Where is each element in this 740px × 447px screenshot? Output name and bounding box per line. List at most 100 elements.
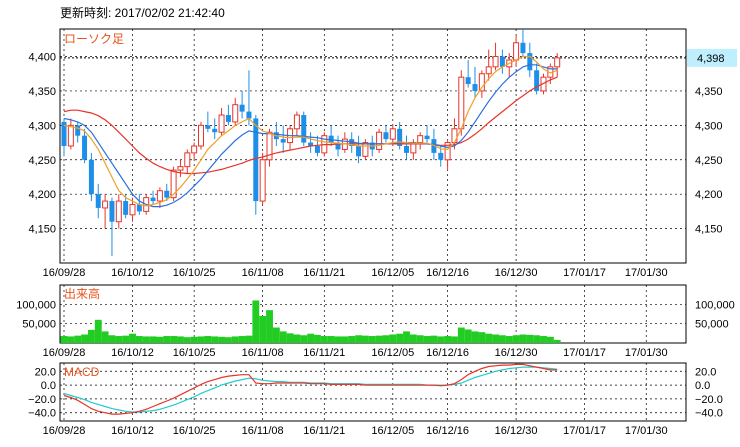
volume-bar — [327, 336, 335, 343]
volume-grid — [60, 285, 686, 343]
candle-body-up — [485, 66, 492, 75]
candle-body-up — [376, 131, 383, 150]
candle-body-down — [136, 204, 142, 212]
y-tick-label-right: 4,150 — [695, 224, 723, 236]
candle-body-down — [301, 115, 307, 143]
current-price-box — [687, 48, 737, 67]
candles — [61, 29, 561, 257]
candle-body-down — [328, 135, 334, 143]
volume-bar — [252, 300, 260, 343]
volume-bar — [389, 334, 397, 343]
x-tick-label: 16/12/05 — [371, 425, 414, 437]
volume-bar — [546, 336, 554, 343]
volume-bar — [519, 334, 527, 343]
candle-body-down — [109, 201, 115, 222]
volume-bar — [485, 333, 493, 343]
volume-bar — [375, 335, 383, 343]
volume-bar — [444, 336, 452, 343]
candle-body-down — [527, 53, 533, 71]
volume-bar — [368, 336, 376, 343]
x-tick-label: 17/01/17 — [563, 425, 606, 437]
volume-bar — [279, 331, 287, 343]
candle-body-down — [212, 128, 218, 133]
candle-body-up — [198, 124, 204, 147]
volume-bar — [471, 331, 479, 343]
candle-body-down — [205, 125, 211, 129]
volume-bar — [320, 336, 328, 343]
volume-bar — [266, 310, 273, 343]
x-tick-label: 16/12/30 — [495, 347, 538, 359]
y-tick-label-left: 4,250 — [28, 155, 56, 167]
candle-body-up — [218, 114, 225, 133]
candle-body-up — [67, 124, 74, 147]
candlestick-panel: 4,398 ローソク足 4,150 4,150 4,200 4,200 4,250 4,2… — [28, 28, 737, 279]
candle-body-down — [239, 104, 245, 112]
volume-bar — [170, 336, 178, 343]
candle-body-down — [308, 142, 314, 146]
volume-bar — [457, 327, 465, 343]
x-tick-label: 16/10/12 — [111, 347, 154, 359]
x-tick-label: 16/09/28 — [43, 425, 86, 437]
candle-body-down — [397, 128, 403, 146]
ma-short-line — [63, 55, 558, 207]
volume-bar — [197, 336, 205, 343]
x-tick-label: 16/12/30 — [495, 425, 538, 437]
x-tick-label: 16/10/12 — [111, 425, 154, 437]
candle-body-up — [451, 128, 458, 144]
ma-long-line — [63, 76, 558, 175]
candle-body-up — [293, 114, 300, 130]
volume-bar — [293, 334, 301, 343]
y-tick-label-right: 50,000 — [695, 319, 729, 331]
candle-body-down — [472, 84, 478, 91]
y-tick-label-right: 4,200 — [695, 189, 723, 201]
y-tick-label-right: 100,000 — [695, 299, 735, 311]
macd-line — [63, 363, 558, 415]
macd-frame — [59, 362, 687, 422]
y-tick-label-right: 0.0 — [695, 380, 710, 392]
x-tick-label: 16/11/08 — [242, 425, 284, 437]
candle-body-up — [492, 56, 499, 68]
volume-bar — [190, 336, 198, 343]
volume-bar — [553, 339, 561, 343]
y-tick-label-left: 4,300 — [28, 120, 56, 132]
candlestick-title: ローソク足 — [64, 32, 124, 46]
candle-body-up — [156, 190, 163, 202]
volume-bar — [94, 319, 102, 343]
macd-lines — [63, 363, 558, 415]
volume-bar — [183, 337, 191, 343]
volume-bar — [88, 329, 95, 343]
x-tick-label: 16/11/21 — [303, 425, 345, 437]
volume-bar — [231, 336, 239, 343]
x-tick-label: 16/12/16 — [426, 425, 469, 437]
volume-x-labels: 16/09/28 16/10/12 16/10/25 16/11/08 16/11/21… — [43, 347, 668, 359]
volume-bar — [451, 336, 458, 343]
volume-bar — [122, 335, 130, 343]
volume-bar — [225, 337, 232, 343]
x-tick-label: 16/11/21 — [303, 347, 345, 359]
volume-bar — [526, 334, 534, 343]
y-tick-label-right: 4,350 — [695, 86, 723, 98]
y-tick-label-right: 20.0 — [695, 366, 716, 378]
y-tick-label-left: 4,150 — [28, 224, 56, 236]
volume-bar — [81, 334, 88, 343]
candle-body-down — [150, 197, 156, 202]
volume-bar — [156, 336, 164, 343]
candle-body-down — [246, 111, 252, 119]
candle-body-up — [259, 159, 266, 202]
volume-bar — [403, 331, 410, 343]
candlestick-y-labels: 4,150 4,150 4,200 4,200 4,250 4,250 4,300 4,300… — [28, 52, 722, 236]
y-tick-label-left: 4,400 — [28, 52, 56, 64]
x-tick-label: 16/12/05 — [371, 267, 414, 279]
candle-body-down — [356, 146, 362, 157]
candle-body-down — [335, 142, 341, 150]
update-timestamp: 更新時刻: 2017/02/02 21:42:40 — [60, 6, 225, 20]
y-tick-label-left: −20.0 — [28, 394, 56, 406]
current-price-label: 4,398 — [697, 53, 725, 65]
candle-body-down — [61, 121, 67, 146]
candle-body-up — [266, 131, 273, 161]
x-tick-label: 16/10/25 — [173, 425, 216, 437]
x-tick-label: 16/09/28 — [43, 347, 86, 359]
x-tick-label: 16/10/25 — [173, 347, 216, 359]
y-tick-label-left: 20.0 — [35, 366, 56, 378]
candle-body-down — [404, 146, 409, 153]
